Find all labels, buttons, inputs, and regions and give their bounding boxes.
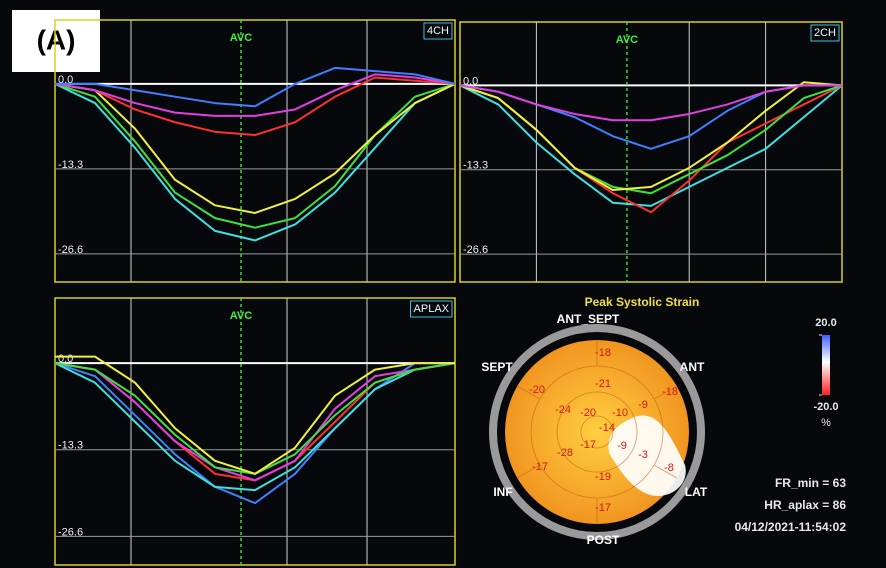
panel-label: (A) [37,24,76,55]
segment-value: -20 [580,407,596,419]
region-label: ANT [680,360,705,374]
y-tick-label: -13.3 [58,440,83,452]
footer-text: FR_min = 63 [775,476,846,490]
segment-value: -17 [595,502,611,514]
y-tick-label: -26.6 [58,526,83,538]
segment-value: -17 [532,461,548,473]
avc-label: AVC [230,310,252,322]
segment-value: -10 [612,407,628,419]
view-tag: 4CH [427,25,449,37]
segment-value: -21 [595,378,611,390]
y-tick-label: -13.3 [58,159,83,171]
region-label: POST [587,533,620,547]
segment-value: -19 [595,471,611,483]
y-tick-label: -13.3 [463,160,488,172]
colorbar [822,335,830,395]
region-label: SEPT [481,360,513,374]
colorbar-label: 20.0 [815,317,836,329]
segment-value: -9 [617,440,627,452]
avc-label: AVC [616,34,638,46]
view-tag: APLAX [414,303,450,315]
segment-value: -20 [529,384,545,396]
segment-value: -18 [662,386,678,398]
avc-label: AVC [230,32,252,44]
region-label: ANT_SEPT [557,312,620,326]
segment-value: -9 [638,399,648,411]
screen: (A) 0.0-13.3-26.6AVC4CH0.0-13.3-26.6AVC2… [0,0,886,568]
segment-value: -14 [599,422,615,434]
segment-value: -8 [664,462,674,474]
segment-value: -24 [555,404,571,416]
region-label: INF [493,485,512,499]
footer-text: HR_aplax = 86 [764,498,846,512]
region-label: LAT [685,485,708,499]
footer-text: 04/12/2021-11:54:02 [735,520,847,534]
segment-value: -3 [638,449,648,461]
colorbar-label: -20.0 [813,401,838,413]
view-tag: 2CH [814,27,836,39]
segment-value: -17 [580,439,596,451]
y-tick-label: -26.6 [463,244,488,256]
segment-value: -28 [557,447,573,459]
bullseye-title: Peak Systolic Strain [585,295,700,309]
colorbar-unit: % [821,417,831,429]
y-tick-label: -26.6 [58,244,83,256]
segment-value: -18 [595,347,611,359]
